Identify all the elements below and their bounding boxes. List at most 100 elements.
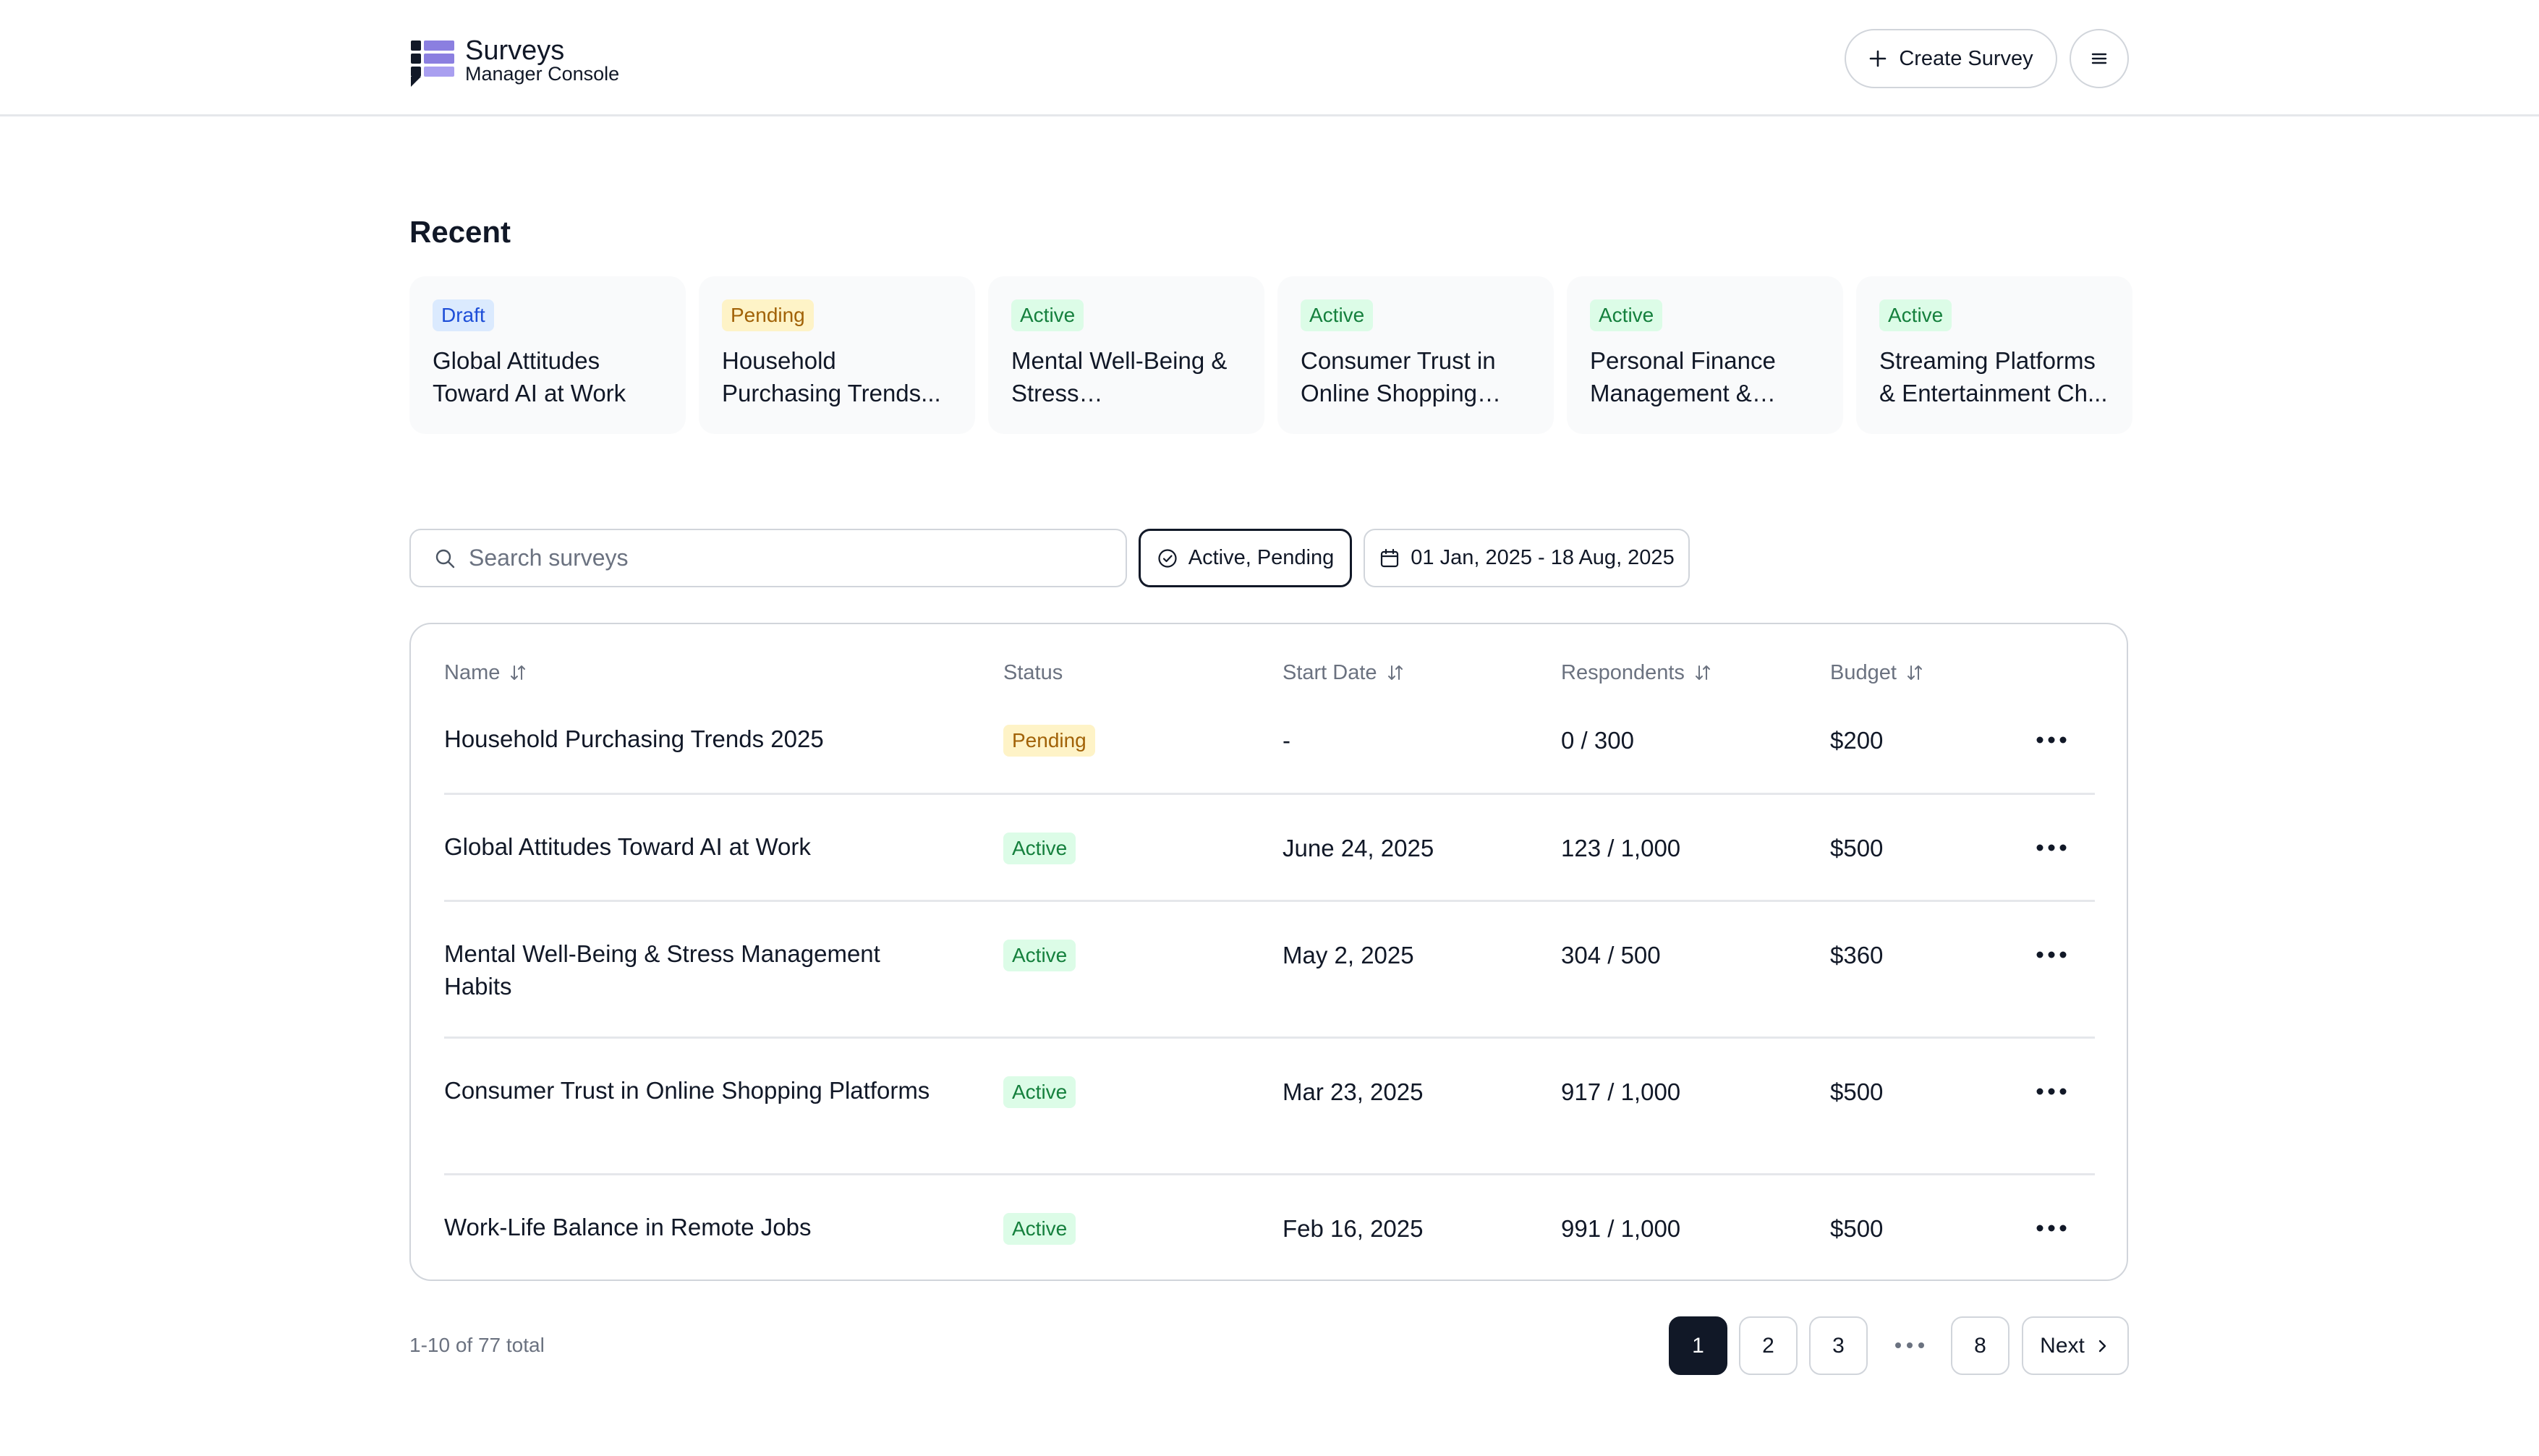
app-title: Surveys — [465, 35, 565, 66]
row-more-button[interactable] — [2031, 725, 2072, 754]
status-badge: Pending — [1003, 725, 1095, 757]
row-start-date: Feb 16, 2025 — [1283, 1215, 1424, 1242]
status-badge: Active — [1590, 299, 1663, 331]
status-badge: Active — [1003, 1076, 1076, 1108]
date-range-label: 01 Jan, 2025 - 18 Aug, 2025 — [1411, 546, 1675, 569]
status-badge: Active — [1003, 1213, 1076, 1245]
plus-icon — [1870, 50, 1887, 67]
column-header-status-label: Status — [1003, 661, 1063, 684]
status-badge: Active — [1003, 833, 1076, 864]
more-horizontal-icon — [2036, 736, 2067, 744]
row-start-date: Mar 23, 2025 — [1283, 1078, 1424, 1105]
row-survey-name[interactable]: Global Attitudes Toward AI at Work — [444, 833, 811, 860]
recent-survey-card[interactable]: Pending Household Purchasing Trends... — [699, 276, 975, 434]
sort-icon — [511, 665, 526, 680]
pagination-summary: 1-10 of 77 total — [409, 1334, 545, 1356]
row-budget: $500 — [1830, 835, 1884, 861]
row-divider — [444, 1173, 2095, 1175]
page-button-1[interactable]: 1 — [1669, 1316, 1727, 1375]
date-range-button[interactable]: 01 Jan, 2025 - 18 Aug, 2025 — [1364, 529, 1690, 587]
recent-survey-card[interactable]: Draft Global Attitudes Toward AI at Work — [409, 276, 686, 434]
row-start-date: May 2, 2025 — [1283, 942, 1414, 968]
row-budget: $360 — [1830, 942, 1884, 968]
column-header-respondents-label: Respondents — [1561, 661, 1685, 684]
next-page-button[interactable]: Next — [2022, 1316, 2129, 1375]
status-filter-label: Active, Pending — [1188, 546, 1335, 569]
row-respondents: 991 / 1,000 — [1561, 1215, 1681, 1242]
row-more-button[interactable] — [2031, 833, 2072, 862]
status-badge: Pending — [722, 299, 814, 331]
more-horizontal-icon — [2036, 1225, 2067, 1232]
chevron-right-icon — [2098, 1340, 2106, 1352]
status-badge: Active — [1011, 299, 1084, 331]
row-start-date: - — [1283, 727, 1290, 754]
row-survey-name[interactable]: Mental Well-Being & Stress Management Ha… — [444, 940, 880, 1000]
recent-section-title: Recent — [409, 215, 511, 249]
column-header-budget[interactable]: Budget — [1830, 660, 1926, 685]
column-header-respondents[interactable]: Respondents — [1561, 660, 1714, 685]
recent-survey-card[interactable]: Active Consumer Trust in Online Shopping… — [1277, 276, 1554, 434]
row-budget: $500 — [1830, 1078, 1884, 1105]
row-respondents: 0 / 300 — [1561, 727, 1634, 754]
app-subtitle: Manager Console — [465, 63, 620, 85]
row-budget: $200 — [1830, 727, 1884, 754]
row-respondents: 304 / 500 — [1561, 942, 1661, 968]
recent-surveys-list: Draft Global Attitudes Toward AI at Work… — [409, 276, 2132, 434]
row-more-button[interactable] — [2031, 940, 2072, 969]
sort-icon — [1387, 665, 1403, 680]
page-button-3[interactable]: 3 — [1809, 1316, 1868, 1375]
more-horizontal-icon — [1895, 1342, 1924, 1348]
row-survey-name[interactable]: Work-Life Balance in Remote Jobs — [444, 1214, 812, 1240]
status-badge: Active — [1301, 299, 1374, 331]
sort-icon — [1695, 665, 1710, 680]
column-header-name[interactable]: Name — [444, 660, 529, 685]
surveys-logo-icon — [411, 41, 454, 87]
status-badge: Draft — [433, 299, 494, 331]
pagination-ellipsis — [1889, 1331, 1931, 1360]
row-more-button[interactable] — [2031, 1214, 2072, 1243]
more-horizontal-icon — [2036, 1088, 2067, 1095]
create-survey-button[interactable]: Create Survey — [1845, 29, 2057, 88]
status-badge: Active — [1879, 299, 1952, 331]
row-more-button[interactable] — [2031, 1077, 2072, 1106]
recent-survey-title: Global Attitudes Toward AI at Work — [433, 347, 626, 406]
recent-survey-card[interactable]: Active Personal Finance Management & Sav… — [1567, 276, 1843, 434]
row-divider — [444, 1036, 2095, 1039]
surveys-table — [409, 623, 2128, 1281]
row-respondents: 123 / 1,000 — [1561, 835, 1681, 861]
column-header-start-date-label: Start Date — [1283, 661, 1377, 684]
create-survey-label: Create Survey — [1899, 46, 2033, 70]
menu-button[interactable] — [2070, 29, 2129, 88]
status-badge: Active — [1003, 940, 1076, 971]
column-header-name-label: Name — [444, 661, 501, 684]
next-page-label: Next — [2040, 1333, 2085, 1358]
recent-survey-title: Mental Well-Being & Stress Management... — [1011, 347, 1228, 406]
page-button-8[interactable]: 8 — [1951, 1316, 2009, 1375]
row-survey-name[interactable]: Consumer Trust in Online Shopping Platfo… — [444, 1077, 930, 1104]
recent-survey-card[interactable]: Active Mental Well-Being & Stress Manage… — [988, 276, 1264, 434]
top-header: Surveys Manager Console Create Survey — [0, 0, 2539, 116]
status-filter-button[interactable]: Active, Pending — [1139, 529, 1352, 587]
row-budget: $500 — [1830, 1215, 1884, 1242]
row-divider — [444, 900, 2095, 902]
recent-survey-title: Streaming Platforms & Entertainment Ch..… — [1879, 347, 2108, 406]
check-circle-icon — [1158, 548, 1177, 568]
more-horizontal-icon — [2036, 951, 2067, 958]
search-box — [409, 529, 1127, 587]
page-button-2[interactable]: 2 — [1739, 1316, 1798, 1375]
hamburger-icon — [2091, 53, 2107, 64]
row-start-date: June 24, 2025 — [1283, 835, 1434, 861]
search-icon — [435, 549, 455, 568]
row-survey-name[interactable]: Household Purchasing Trends 2025 — [444, 725, 824, 752]
recent-survey-card[interactable]: Active Streaming Platforms & Entertainme… — [1856, 276, 2132, 434]
search-input[interactable] — [469, 545, 1105, 571]
more-horizontal-icon — [2036, 844, 2067, 851]
calendar-icon — [1381, 548, 1399, 567]
column-header-start-date[interactable]: Start Date — [1283, 660, 1406, 685]
row-respondents: 917 / 1,000 — [1561, 1078, 1681, 1105]
row-divider — [444, 793, 2095, 795]
column-header-budget-label: Budget — [1830, 661, 1897, 684]
recent-survey-title: Consumer Trust in Online Shopping Pla... — [1301, 347, 1496, 406]
recent-survey-title: Personal Finance Management & Savi... — [1590, 347, 1776, 406]
sort-icon — [1907, 665, 1922, 680]
